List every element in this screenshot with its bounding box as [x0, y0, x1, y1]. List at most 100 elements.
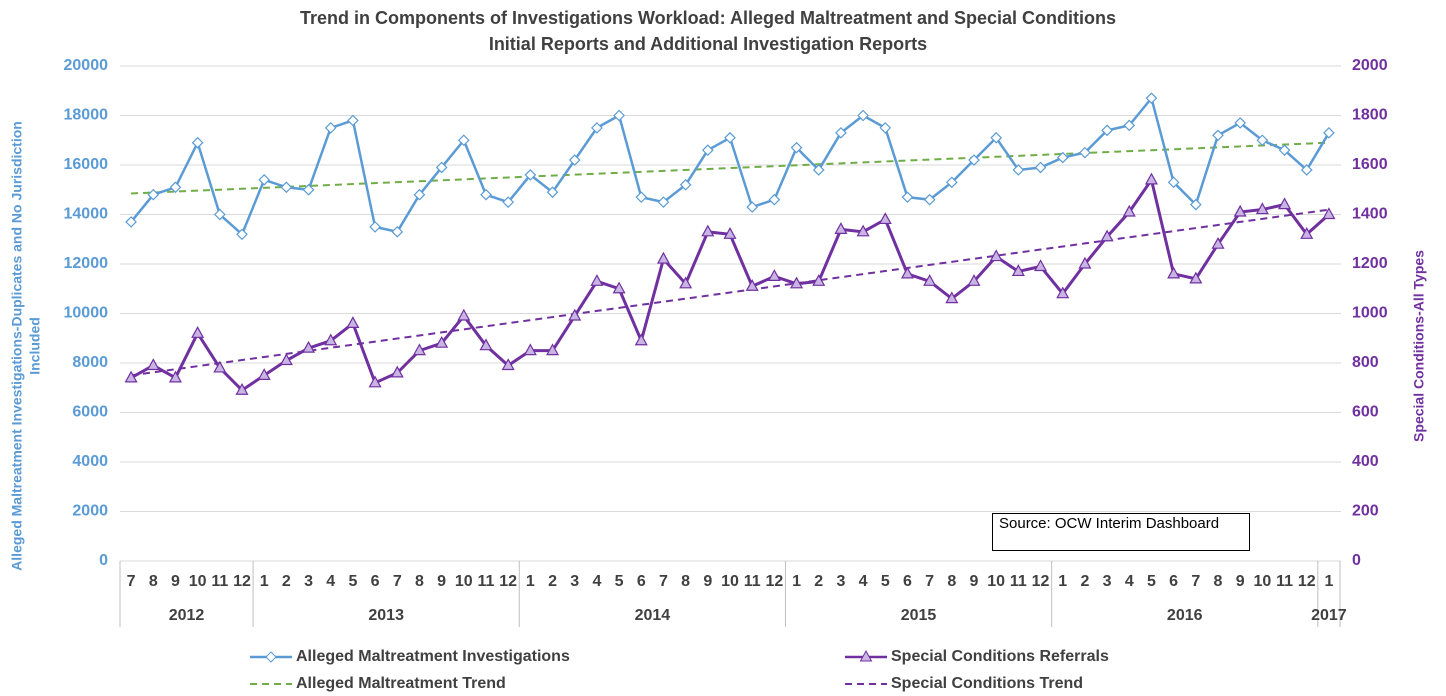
point: [967, 274, 981, 286]
point: [1278, 197, 1292, 210]
x-group-label: 2014: [635, 607, 671, 624]
point: [412, 343, 426, 356]
point: [479, 338, 493, 351]
point: [1233, 204, 1247, 217]
point: [1056, 286, 1070, 299]
point: [834, 222, 848, 234]
point: [368, 375, 382, 388]
y-tick-label: 18000: [64, 107, 109, 124]
point: [989, 249, 1003, 262]
y-tick-label: 14000: [64, 206, 109, 223]
point: [923, 193, 936, 206]
x-tick-label: 7: [659, 573, 668, 590]
point: [1300, 164, 1313, 176]
point: [945, 176, 958, 189]
x-group-label: 2017: [1311, 607, 1347, 624]
x-tick-label: 7: [127, 573, 136, 590]
point: [723, 227, 737, 239]
point: [746, 201, 759, 213]
point: [1100, 229, 1114, 242]
x-tick-label: 2: [1080, 573, 1089, 590]
x-tick-label: 1: [1324, 573, 1333, 590]
x-tick-label: 10: [987, 573, 1005, 590]
point: [1101, 124, 1113, 137]
x-group-label: 2012: [169, 607, 205, 624]
y2-tick-label: 800: [1352, 354, 1379, 371]
point: [1323, 126, 1335, 139]
point: [546, 343, 560, 356]
x-tick-label: 5: [615, 573, 624, 590]
x-tick-label: 11: [1276, 573, 1293, 590]
y-tick-label: 10000: [64, 305, 109, 322]
point: [1034, 161, 1047, 174]
point: [347, 114, 359, 127]
trend-line: [130, 208, 1330, 377]
y-tick-label: 16000: [64, 156, 109, 173]
point: [591, 122, 603, 134]
point: [612, 281, 626, 294]
x-tick-label: 1: [792, 573, 801, 590]
point: [324, 333, 338, 346]
x-group-label: 2013: [368, 607, 404, 624]
series-line: [130, 95, 1330, 237]
legend-label: Alleged Maltreatment Trend: [296, 675, 506, 692]
point: [435, 335, 449, 348]
y2-tick-label: 1600: [1352, 156, 1388, 173]
x-tick-label: 10: [189, 573, 207, 590]
point: [701, 224, 715, 237]
point: [968, 154, 980, 166]
y-tick-label: 6000: [72, 404, 108, 421]
x-tick-label: 12: [1298, 573, 1316, 590]
x-tick-label: 4: [1125, 573, 1134, 590]
y-tick-label: 8000: [72, 354, 108, 371]
point: [679, 178, 692, 191]
y2-tick-label: 1800: [1352, 107, 1388, 124]
x-group-label: 2016: [1167, 607, 1203, 624]
point: [1278, 144, 1291, 156]
point: [790, 141, 803, 154]
point: [1255, 202, 1269, 215]
series-line: [130, 176, 1330, 393]
x-tick-label: 6: [637, 573, 646, 590]
legend-marker: [265, 651, 277, 663]
point: [812, 274, 826, 286]
point: [258, 174, 271, 186]
x-tick-label: 9: [1236, 573, 1245, 590]
point: [990, 131, 1003, 144]
point: [1234, 117, 1247, 129]
point: [169, 181, 182, 194]
x-tick-label: 1: [526, 573, 535, 590]
point: [1056, 151, 1069, 164]
point: [435, 161, 448, 174]
x-tick-label: 10: [1253, 573, 1271, 590]
x-tick-label: 10: [455, 573, 473, 590]
point: [900, 266, 914, 279]
y-tick-label: 0: [99, 552, 108, 569]
point: [945, 291, 959, 304]
y2-tick-label: 1400: [1352, 206, 1388, 223]
y-tick-label: 12000: [64, 255, 109, 272]
point: [279, 353, 293, 366]
point: [369, 221, 381, 233]
point: [856, 224, 870, 237]
point: [147, 188, 160, 201]
point: [168, 370, 182, 383]
point: [767, 269, 781, 281]
x-tick-label: 3: [836, 573, 845, 590]
point: [213, 360, 227, 373]
x-tick-label: 6: [1169, 573, 1178, 590]
point: [656, 251, 670, 264]
x-tick-label: 7: [1191, 573, 1200, 590]
x-tick-label: 12: [499, 573, 517, 590]
point: [1300, 227, 1314, 239]
point: [879, 122, 892, 134]
x-tick-label: 12: [1032, 573, 1050, 590]
point: [1123, 119, 1136, 132]
point: [302, 340, 316, 353]
x-tick-label: 8: [947, 573, 956, 590]
x-tick-label: 2: [814, 573, 823, 590]
point: [1212, 129, 1224, 142]
x-tick-label: 10: [721, 573, 739, 590]
point: [257, 368, 271, 380]
point: [236, 228, 248, 241]
